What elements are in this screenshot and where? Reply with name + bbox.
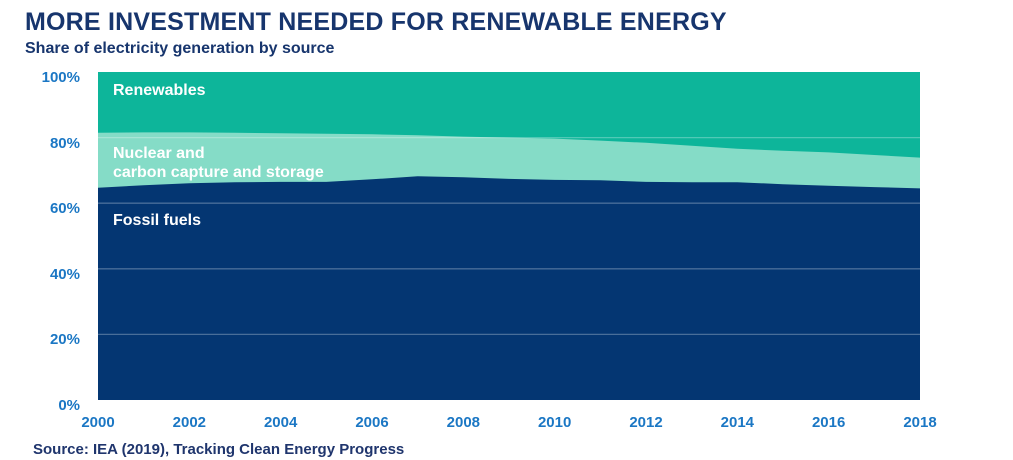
area-label-nuclear-line2: carbon capture and storage [113, 164, 324, 181]
x-tick-label-2002: 2002 [172, 414, 207, 431]
y-tick-label-100: 100% [41, 69, 80, 86]
y-tick-label-20: 20% [49, 331, 80, 349]
x-tick-label-2010: 2010 [537, 414, 572, 431]
stacked-area-plot [98, 72, 920, 400]
x-tick-label-2004: 2004 [263, 414, 298, 431]
area-label-renewables: Renewables [113, 82, 206, 99]
x-tick-label-2008: 2008 [446, 414, 481, 431]
x-tick-label-2012: 2012 [629, 414, 663, 431]
source-text: Source: IEA (2019), Tracking Clean Energ… [33, 441, 405, 458]
x-tick-label-2018: 2018 [903, 414, 937, 431]
fossil-fuels-area [98, 176, 920, 400]
chart-title: MORE INVESTMENT NEEDED FOR RENEWABLE ENE… [25, 8, 727, 36]
chart-subtitle: Share of electricity generation by sourc… [25, 40, 335, 57]
y-tick-label-60: 60% [49, 200, 80, 218]
x-tick-label-2014: 2014 [720, 414, 755, 431]
y-tick-label-40: 40% [49, 265, 80, 283]
x-tick-label-2006: 2006 [355, 414, 389, 431]
area-label-fossil-fuels: Fossil fuels [113, 212, 202, 229]
area-label-nuclear-ccs: Nuclear and carbon capture and storage [113, 144, 324, 182]
area-label-nuclear-line1: Nuclear and [113, 145, 205, 162]
x-tick-label-2016: 2016 [811, 414, 846, 431]
x-tick-label-2000: 2000 [81, 414, 115, 431]
y-tick-label-80: 80% [49, 134, 80, 152]
y-tick-label-0: 0% [58, 397, 80, 414]
